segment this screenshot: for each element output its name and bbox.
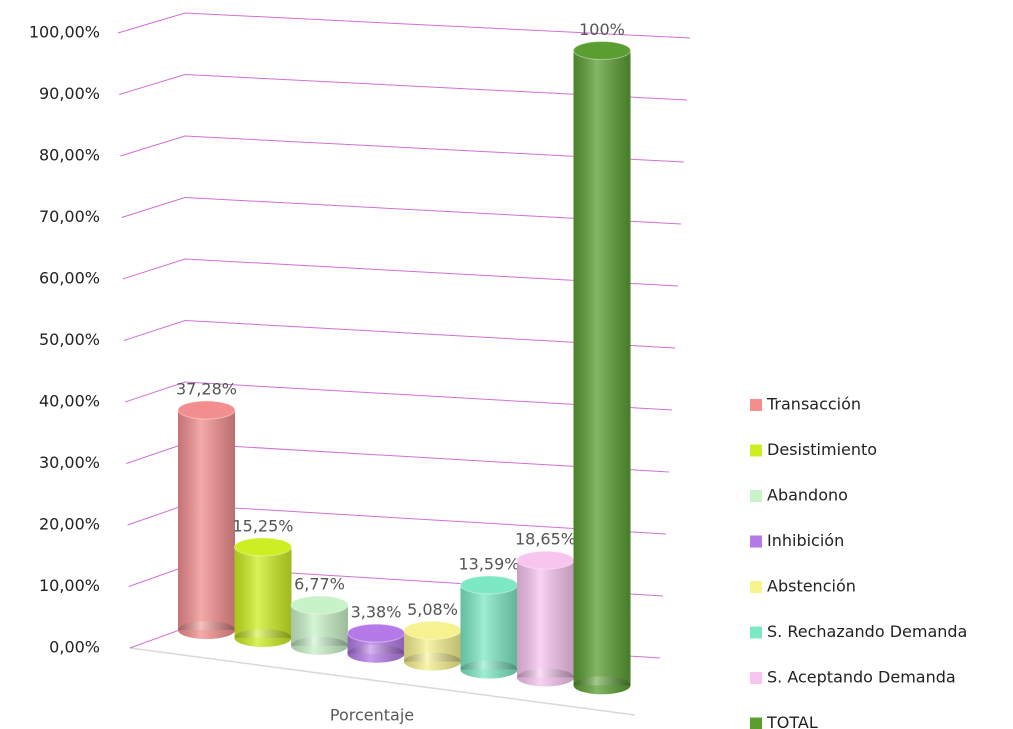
y-tick-label: 60,00% [39, 269, 100, 288]
legend-label: TOTAL [766, 713, 818, 729]
bar-bottom-shade [347, 644, 405, 663]
value-label: 3,38% [351, 603, 402, 622]
legend-label: Desistimiento [767, 440, 877, 459]
legend-swatch [750, 717, 762, 729]
bar-bottom-shade [517, 668, 574, 687]
legend-label: Inhibición [767, 531, 844, 550]
value-label: 5,08% [407, 600, 458, 619]
bar-top [403, 620, 462, 640]
bar-top [460, 575, 518, 595]
grid-line [125, 381, 673, 411]
grid-line [120, 135, 685, 163]
legend-swatch [750, 535, 762, 548]
y-tick-label: 10,00% [39, 576, 100, 595]
bar-top [234, 537, 292, 557]
bar-top [177, 400, 236, 420]
value-label: 37,28% [176, 380, 237, 399]
bar-shade [517, 560, 574, 678]
y-tick-label: 30,00% [39, 453, 100, 472]
bar-bottom-shade [573, 676, 631, 695]
legend-swatch [750, 581, 762, 593]
bar-top [290, 595, 349, 615]
x-tick-label: Porcentaje [330, 706, 414, 725]
bar-shade [234, 546, 292, 638]
legend-swatch [750, 626, 762, 639]
bar-bottom-shade [178, 621, 235, 639]
y-tick-label: 20,00% [39, 515, 100, 534]
bar-bottom-shade [234, 628, 292, 647]
bar-shade [178, 410, 235, 630]
bar-top [516, 550, 575, 570]
bar-shade [573, 50, 631, 686]
y-tick-label: 80,00% [39, 146, 100, 165]
legend-label: Transacción [766, 395, 861, 414]
bar-bottom-shade [291, 636, 348, 655]
y-tick-label: 50,00% [39, 330, 100, 349]
bar-top [347, 623, 405, 643]
legend-swatch [750, 672, 762, 684]
grid-line [119, 73, 688, 101]
legend-swatch [750, 399, 762, 411]
value-label: 13,59% [458, 554, 519, 573]
y-tick-label: 90,00% [39, 84, 100, 103]
bar-bottom-shade [460, 660, 518, 679]
legend-label: S. Aceptando Demanda [767, 668, 956, 687]
bar-top [573, 41, 631, 60]
value-label: 15,25% [232, 516, 293, 535]
y-tick-label: 0,00% [49, 638, 100, 657]
legend-label: Abstención [767, 577, 856, 596]
grid-line [121, 196, 682, 225]
grid-line [123, 319, 676, 349]
y-tick-label: 40,00% [39, 392, 100, 411]
y-tick-label: 70,00% [39, 207, 100, 226]
grid-line [122, 258, 679, 287]
legend-swatch [750, 444, 762, 457]
legend-label: S. Rechazando Demanda [767, 622, 967, 641]
bar-shade [460, 584, 518, 670]
y-tick-label: 100,00% [29, 23, 100, 42]
grid-line [117, 12, 691, 39]
legend-swatch [750, 490, 762, 502]
value-label: 100% [579, 20, 625, 39]
bar-bottom-shade [404, 652, 461, 671]
value-label: 6,77% [294, 574, 345, 593]
legend-label: Abandono [767, 486, 848, 505]
floor-line [129, 647, 636, 716]
value-label: 18,65% [515, 530, 576, 549]
